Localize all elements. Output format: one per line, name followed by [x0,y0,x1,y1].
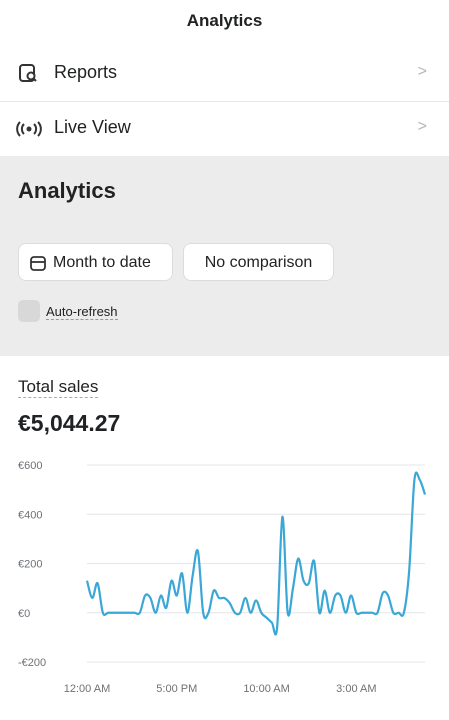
comparison-button[interactable]: No comparison [183,243,334,281]
menu-label: Reports [54,62,118,82]
y-tick-label: €200 [18,559,42,571]
calendar-icon [30,256,46,271]
metric-value: €5,044.27 [18,410,121,436]
sales-line [85,471,427,636]
chart: €600 €400 €200 €0 -€200 12:00 AM 5:00 PM 10:00 … [18,460,427,695]
metric-label: Total sales [18,377,99,398]
page-title: Analytics [186,11,263,30]
x-tick-label: 3:00 AM [336,683,376,695]
date-button[interactable]: Month to date [18,243,173,281]
x-tick-label: 12:00 AM [64,683,110,695]
y-tick-label: €600 [18,460,42,472]
reports-icon [19,64,37,82]
menu-item[interactable]: Live View > [0,101,449,156]
menu-item[interactable]: Reports > [0,46,449,102]
y-tick-label: €0 [18,608,30,620]
chevron: > [417,63,427,80]
button-label: Month to date [53,254,151,271]
menu-label: Live View [54,117,131,137]
y-tick-label: €400 [18,509,42,521]
analytics-panel: Analytics Month to date No comparison Au… [0,156,449,356]
checkbox-label: Auto-refresh [46,304,118,320]
live-icon [16,121,42,137]
x-tick-label: 10:00 AM [243,683,289,695]
x-tick-label: 5:00 PM [156,683,197,695]
y-tick-label: -€200 [18,657,46,669]
button-label: No comparison [204,254,313,271]
section-title: Analytics [18,178,116,203]
checkbox[interactable] [18,300,40,322]
chevron: > [417,118,427,135]
